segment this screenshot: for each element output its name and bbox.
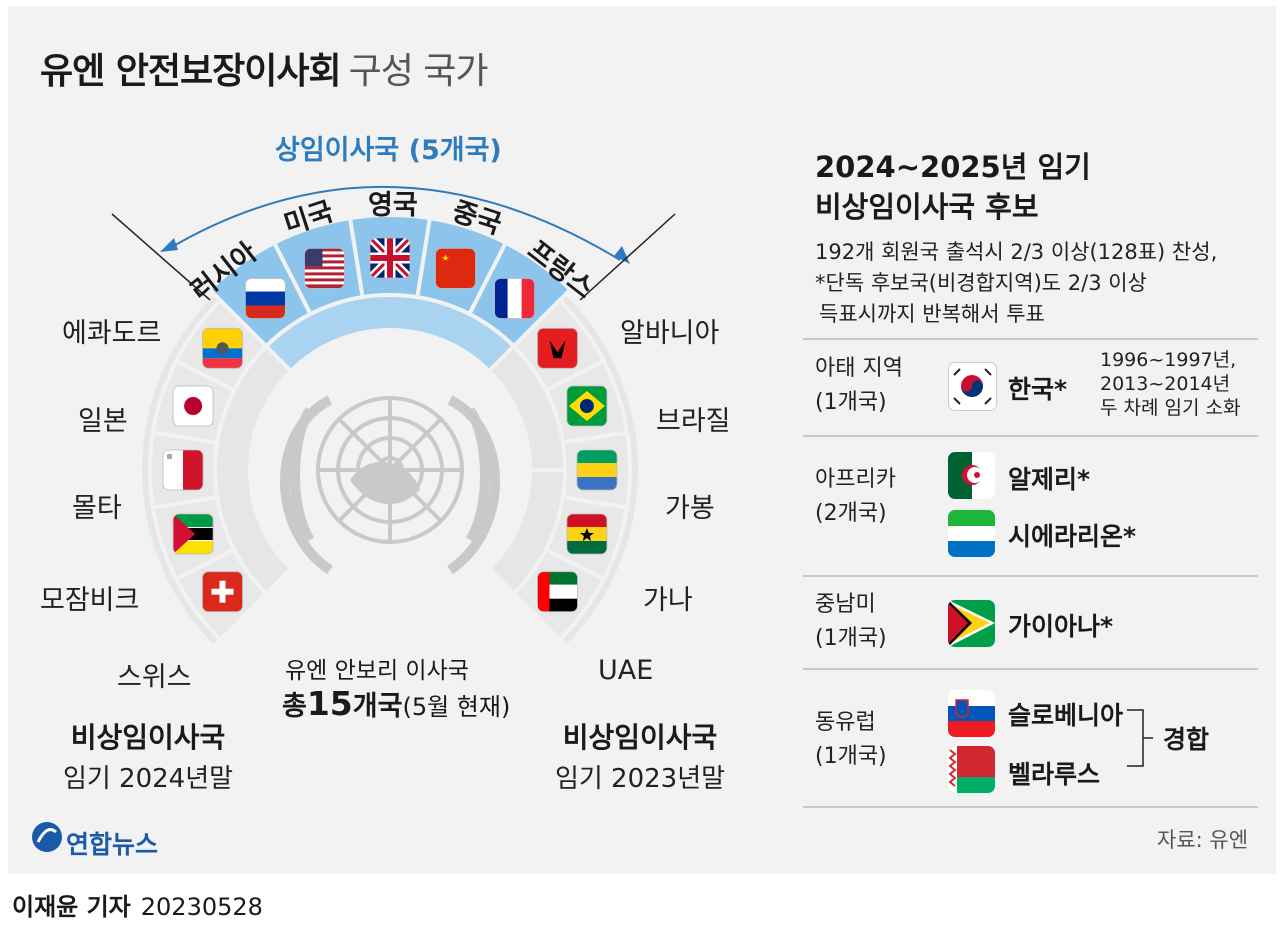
- japan-flag-icon: [172, 385, 214, 427]
- permanent-arrow: [169, 185, 621, 261]
- albania-flag-icon: [537, 327, 578, 369]
- label-uk: 영국: [368, 190, 418, 221]
- yonhap-logo-text: 연합뉴스: [66, 830, 159, 859]
- total-label: 유엔 안보리 이사국: [285, 658, 469, 684]
- russia-flag-icon: [244, 278, 286, 319]
- algeria-flag-icon: [948, 452, 995, 499]
- label-gabon: 가봉: [665, 493, 715, 524]
- label-japan: 일본: [78, 406, 128, 437]
- contest-label: 경합: [1163, 725, 1210, 754]
- label-ecuador: 에콰도르: [62, 318, 162, 349]
- korea-history-note: 1996~1997년, 2013~2014년 두 차례 임기 소화: [1100, 349, 1241, 419]
- china-flag-icon: [435, 247, 476, 289]
- uae-flag-icon: [537, 571, 578, 613]
- guyana-flag-icon: [948, 600, 995, 647]
- switzerland-flag-icon: [202, 571, 243, 613]
- slovenia-flag-icon: [948, 690, 995, 737]
- permanent-members-title: 상임이사국 (5개국): [275, 135, 502, 166]
- label-ghana: 가나: [643, 585, 693, 616]
- candidate-algeria: 알제리*: [1008, 465, 1091, 494]
- korea-flag-icon: [948, 362, 997, 411]
- divider: [803, 806, 1258, 808]
- total-count: 총15개국(5월 현재): [282, 684, 511, 723]
- candidate-belarus: 벨라루스: [1008, 760, 1101, 789]
- ghana-flag-icon: [566, 513, 608, 555]
- label-brazil: 브라질: [656, 406, 731, 437]
- mozambique-flag-icon: [172, 513, 214, 555]
- candidates-description: 192개 회원국 출석시 2/3 이상(128표) 찬성, *단독 후보국(비경…: [815, 240, 1218, 326]
- divider: [803, 435, 1258, 437]
- footer-credit: 이재윤 기자 20230528: [12, 893, 263, 921]
- region-latin-america: 중남미 (1개국): [815, 592, 887, 651]
- contest-bracket: [1127, 709, 1153, 767]
- candidate-slovenia: 슬로베니아: [1008, 701, 1124, 730]
- left-caption-term: 임기 2024년말: [62, 764, 234, 794]
- sierra-leone-flag-icon: [948, 510, 995, 557]
- ecuador-flag-icon: [202, 327, 243, 369]
- source-note: 자료: 유엔: [1157, 828, 1249, 852]
- usa-flag-icon: [304, 247, 345, 289]
- yonhap-logo-icon: [32, 822, 62, 852]
- region-eastern-europe: 동유럽 (1개국): [815, 710, 887, 769]
- label-switzerland: 스위스: [117, 662, 192, 693]
- right-caption-term: 임기 2023년말: [554, 764, 726, 794]
- label-mozambique: 모잠비크: [40, 585, 140, 616]
- divider: [803, 575, 1258, 577]
- brazil-flag-icon: [566, 385, 608, 427]
- right-caption-title: 비상임이사국: [562, 721, 718, 754]
- france-flag-icon: [494, 278, 535, 319]
- candidate-guyana: 가이아나*: [1008, 612, 1114, 641]
- region-africa: 아프리카 (2개국): [815, 467, 896, 526]
- candidate-sierra-leone: 시에라리온*: [1008, 522, 1137, 551]
- label-albania: 알바니아: [620, 318, 720, 349]
- candidates-title: 2024~2025년 임기 비상임이사국 후보: [815, 150, 1091, 224]
- page-title: 유엔 안전보장이사회 구성 국가: [40, 51, 489, 92]
- uk-flag-icon: [369, 237, 411, 279]
- label-malta: 몰타: [72, 493, 122, 524]
- un-emblem-icon: [280, 395, 500, 575]
- malta-flag-icon: [162, 449, 204, 491]
- belarus-flag-icon: [948, 746, 995, 793]
- candidate-korea: 한국*: [1008, 375, 1068, 404]
- divider: [803, 668, 1258, 670]
- left-caption-title: 비상임이사국: [70, 721, 226, 754]
- gabon-flag-icon: [576, 449, 618, 491]
- region-asia-pacific: 아태 지역 (1개국): [815, 356, 903, 415]
- label-uae: UAE: [598, 655, 654, 686]
- divider: [803, 338, 1258, 340]
